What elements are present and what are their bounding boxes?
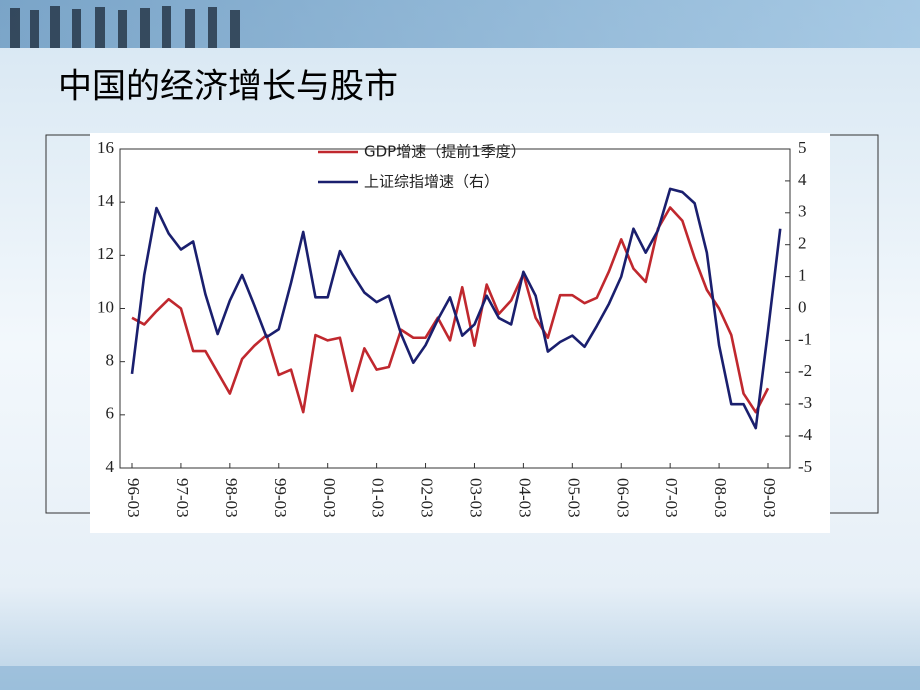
y-tick-label: 12 [97,244,114,263]
y2-tick-label: -2 [798,361,812,380]
x-tick-label: 01-03 [369,478,388,518]
y2-tick-label: 5 [798,138,807,157]
x-tick-label: 07-03 [662,478,681,518]
x-tick-label: 00-03 [320,478,339,518]
x-tick-label: 06-03 [613,478,632,518]
x-tick-label: 08-03 [711,478,730,518]
y2-tick-label: -5 [798,457,812,476]
x-tick-label: 04-03 [515,478,534,518]
legend-label: 上证综指增速（右） [364,173,499,191]
x-tick-label: 98-03 [222,478,241,518]
x-tick-label: 97-03 [173,478,192,518]
y2-tick-label: -3 [798,393,812,412]
y2-tick-label: 2 [798,234,807,253]
x-tick-label: 05-03 [564,478,583,518]
y-tick-label: 14 [97,191,115,210]
y2-tick-label: 4 [798,170,807,189]
y2-tick-label: -1 [798,329,812,348]
series-line [130,187,782,430]
series-line [131,206,770,414]
chart-panel [90,133,830,533]
legend-label: GDP增速（提前1季度） [364,143,526,161]
x-tick-label: 99-03 [271,478,290,518]
x-tick-label: 96-03 [124,478,143,518]
x-tick-label: 02-03 [418,478,437,518]
y-tick-label: 8 [106,351,115,370]
y-tick-label: 6 [106,404,115,423]
y-tick-label: 4 [106,457,115,476]
y2-tick-label: -4 [798,425,813,444]
slide-title: 中国的经济增长与股市 [58,67,398,107]
x-tick-label: 03-03 [467,478,486,518]
footer-band [0,666,920,690]
x-tick-label: 09-03 [760,478,779,518]
silhouettes [10,6,240,48]
y2-tick-label: 3 [798,202,807,221]
y2-tick-label: 0 [798,297,807,316]
y-tick-label: 10 [97,297,114,316]
y-tick-label: 16 [97,138,114,157]
header-band [0,0,920,48]
y2-tick-label: 1 [798,266,807,285]
